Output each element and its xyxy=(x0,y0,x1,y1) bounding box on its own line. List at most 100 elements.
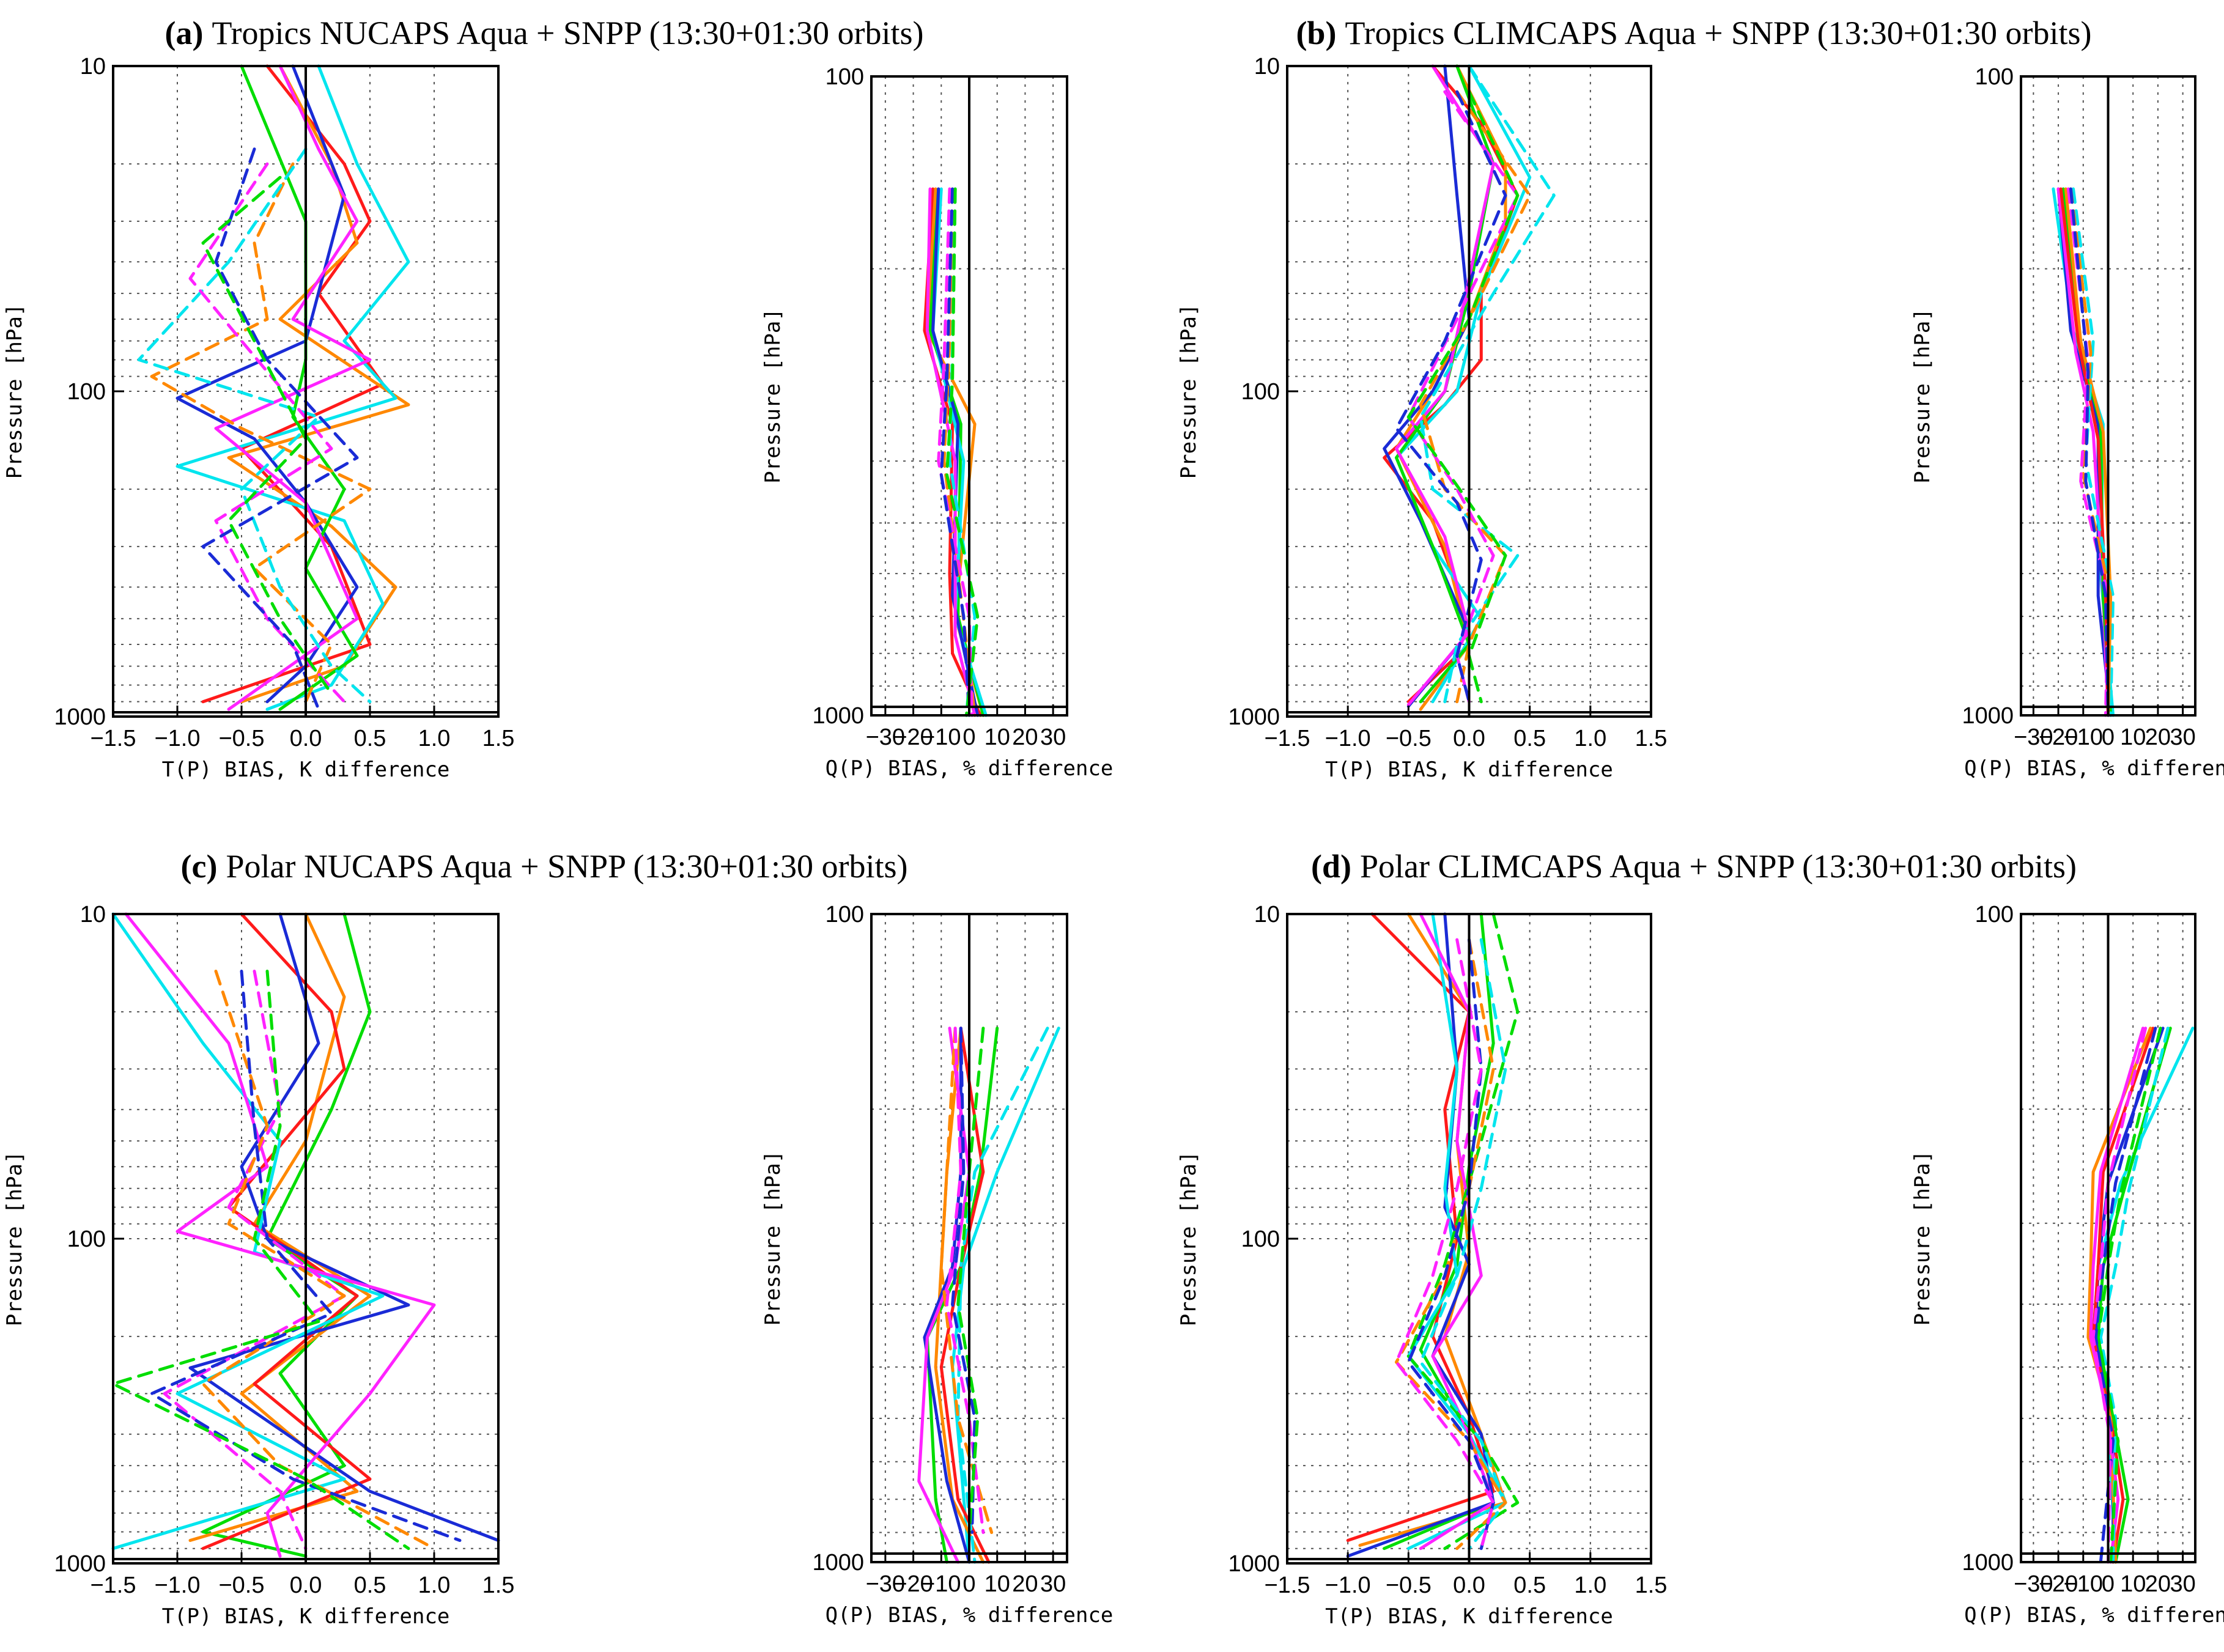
series-blue-dashed xyxy=(150,970,462,1542)
series-green-dashed xyxy=(1406,912,1520,1551)
x-axis-label: Q(P) BIAS, % difference xyxy=(1964,756,2224,781)
y-axis-label: Pressure [hPa] xyxy=(2,1151,27,1327)
x-tick-label: −30 xyxy=(2014,1571,2053,1597)
series-magenta-solid xyxy=(2089,1027,2145,1564)
series-cyan-dashed xyxy=(137,147,372,704)
series-magenta-solid xyxy=(1419,912,1495,1551)
series-magenta-dashed xyxy=(188,162,346,704)
y-axis-label: Pressure [hPa] xyxy=(761,308,785,484)
y-tick-label: 10 xyxy=(80,902,106,927)
series-blue-dashed xyxy=(1395,90,1507,704)
subplot-d-T: −1.5 −1.0 −0.5 0.0 0.5 1.0 1.5 10 100 1000 T(P) BI… xyxy=(1177,902,1667,1629)
x-tick-label: 30 xyxy=(1040,725,1066,750)
x-tick-label: 0.0 xyxy=(290,726,322,751)
x-tick-label: −1.5 xyxy=(1264,1573,1310,1598)
series-green-solid xyxy=(1395,64,1495,704)
x-tick-label: −10 xyxy=(922,1571,961,1597)
y-tick-label: 100 xyxy=(1241,1226,1280,1252)
series-blue-dashed xyxy=(1406,938,1495,1551)
y-tick-label: 100 xyxy=(826,64,864,90)
series-magenta-solid xyxy=(214,64,372,711)
y-tick-label: 1000 xyxy=(1962,1550,2014,1576)
x-tick-label: −1.0 xyxy=(154,1573,200,1598)
series-blue-solid xyxy=(175,64,359,704)
y-tick-label: 1000 xyxy=(54,704,106,730)
panel-d-tag: (d) xyxy=(1311,848,1351,885)
series-blue-solid xyxy=(2056,187,2113,717)
panel-b-title: (b) Tropics CLIMCAPS Aqua + SNPP (13:30+0… xyxy=(1296,15,2091,51)
x-axis-label: Q(P) BIAS, % difference xyxy=(826,1603,1114,1628)
x-tick-label: −1.5 xyxy=(90,1573,136,1598)
y-axis-label: Pressure [hPa] xyxy=(1910,1151,1935,1326)
y-tick-label: 1000 xyxy=(1228,704,1280,730)
x-tick-label: −10 xyxy=(2064,725,2103,750)
subplot-a-T: −1.5 −1.0 −0.5 0.0 0.5 1.0 1.5 10 100 1000 T(P) BI… xyxy=(2,54,514,782)
x-tick-label: 1.0 xyxy=(1574,726,1606,751)
series-magenta-dashed xyxy=(2091,1027,2148,1564)
y-tick-label: 1000 xyxy=(54,1551,106,1577)
y-tick-label: 100 xyxy=(67,379,106,405)
series-red-solid xyxy=(939,1027,991,1564)
series-blue-dashed xyxy=(201,147,359,711)
x-tick-label: 10 xyxy=(2120,725,2146,750)
x-tick-label: −10 xyxy=(922,725,961,750)
y-tick-label: 10 xyxy=(80,54,106,79)
series-green-dashed xyxy=(1406,90,1520,704)
x-tick-label: 10 xyxy=(985,725,1010,750)
series-blue-solid xyxy=(931,187,980,717)
series-cyan-solid xyxy=(175,64,410,711)
panel-d-title-text: Polar CLIMCAPS Aqua + SNPP (13:30+01:30 … xyxy=(1360,848,2077,885)
x-tick-label: −1.5 xyxy=(90,726,136,751)
x-tick-label: 30 xyxy=(2170,725,2196,750)
y-axis-label: Pressure [hPa] xyxy=(1177,304,1201,479)
x-tick-label: 20 xyxy=(1012,725,1038,750)
x-tick-label: 1.5 xyxy=(482,726,515,751)
x-tick-label: 0.5 xyxy=(1513,726,1546,751)
series-green-dashed xyxy=(945,187,980,717)
series-cyan-dashed xyxy=(956,1027,1049,1564)
y-tick-label: 1000 xyxy=(1962,703,2014,729)
x-axis-label: Q(P) BIAS, % difference xyxy=(1964,1603,2224,1628)
x-tick-label: 0.0 xyxy=(290,1573,322,1598)
series-magenta-solid xyxy=(124,912,436,1558)
x-tick-label: −0.5 xyxy=(218,1573,264,1598)
x-tick-label: 0 xyxy=(962,725,975,750)
y-tick-label: 100 xyxy=(1975,64,2014,90)
x-tick-label: −30 xyxy=(2014,725,2053,750)
x-tick-label: −1.0 xyxy=(1325,726,1371,751)
x-tick-label: 1.5 xyxy=(482,1573,515,1598)
subplot-a-Q: −30−20−10 0 10 20 30 100 1000 Q(P) BIAS, % diff… xyxy=(761,64,1113,781)
x-tick-label: 20 xyxy=(1012,1571,1038,1597)
x-tick-label: −0.5 xyxy=(218,726,264,751)
series-orange-dashed xyxy=(201,970,436,1551)
subplot-c-T: −1.5 −1.0 −0.5 0.0 0.5 1.0 1.5 10 100 1000 T(P) BI… xyxy=(2,902,514,1629)
series-magenta-dashed xyxy=(1395,938,1495,1551)
x-tick-label: 30 xyxy=(2170,1571,2196,1597)
x-tick-label: −0.5 xyxy=(1386,726,1432,751)
panel-d-title: (d) Polar CLIMCAPS Aqua + SNPP (13:30+01:… xyxy=(1311,848,2077,885)
series-cyan-solid xyxy=(951,1027,1060,1564)
x-tick-label: −20 xyxy=(893,725,933,750)
x-tick-label: −30 xyxy=(866,725,905,750)
series-cyan-solid xyxy=(111,912,385,1551)
x-tick-label: 0.5 xyxy=(354,726,386,751)
x-tick-label: 20 xyxy=(2145,725,2171,750)
series-cyan-dashed xyxy=(2099,1027,2170,1564)
x-tick-label: 20 xyxy=(2145,1571,2171,1597)
x-tick-label: 0.5 xyxy=(354,1573,386,1598)
x-tick-label: 0.0 xyxy=(1453,726,1485,751)
subplot-c-Q: −30−20−10 0 10 20 30 100 1000 Q(P) BIAS, % diff… xyxy=(761,902,1113,1628)
x-axis-label: Q(P) BIAS, % difference xyxy=(826,756,1114,781)
y-axis-label: Pressure [hPa] xyxy=(1910,308,1935,484)
x-axis-label: T(P) BIAS, K difference xyxy=(1325,1604,1613,1629)
y-axis-label: Pressure [hPa] xyxy=(2,304,27,479)
series-green-dashed xyxy=(111,970,410,1551)
y-tick-label: 10 xyxy=(1254,54,1280,79)
x-axis-label: T(P) BIAS, K difference xyxy=(1325,758,1613,782)
x-axis-label: T(P) BIAS, K difference xyxy=(162,1604,450,1629)
series-blue-solid xyxy=(1383,64,1471,708)
x-axis-label: T(P) BIAS, K difference xyxy=(162,758,450,782)
x-tick-label: 1.5 xyxy=(1635,1573,1668,1598)
